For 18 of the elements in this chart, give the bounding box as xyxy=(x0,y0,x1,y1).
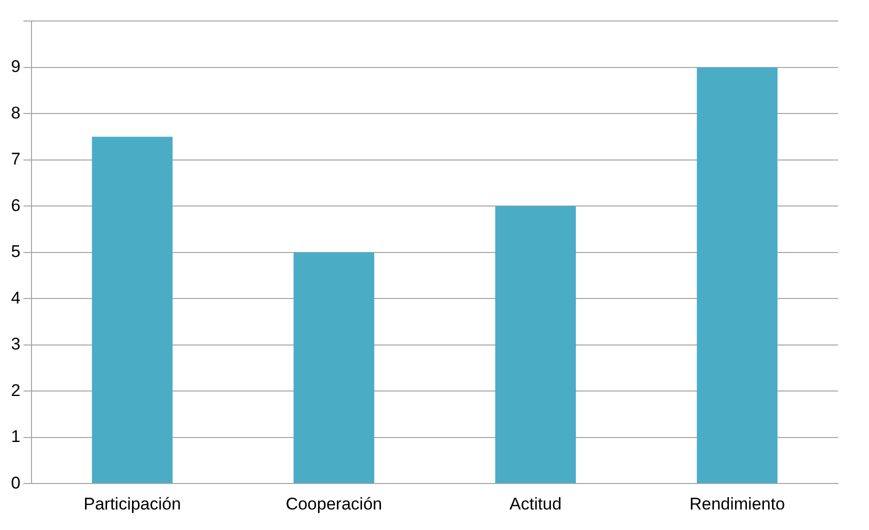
y-tick-label: 1 xyxy=(10,427,20,446)
y-tick-label: 5 xyxy=(10,242,20,262)
y-tick-label: 0 xyxy=(10,473,20,492)
y-tick-label: 9 xyxy=(10,57,20,76)
x-tick-label: Cooperación xyxy=(286,494,382,514)
y-tick-label: 3 xyxy=(10,334,20,354)
y-tick-label: 6 xyxy=(10,196,20,215)
bar xyxy=(294,252,374,484)
bar xyxy=(495,206,576,484)
y-tick-label: 8 xyxy=(10,103,20,122)
x-tick-label: Participación xyxy=(84,494,181,514)
bar xyxy=(92,136,173,484)
bar xyxy=(696,67,778,484)
x-tick-label: Actitud xyxy=(510,494,562,514)
y-tick-label: 2 xyxy=(10,380,20,400)
y-tick-label: 7 xyxy=(10,150,20,169)
y-tick-label: 4 xyxy=(10,288,20,308)
x-tick-label: Rendimiento xyxy=(689,494,785,514)
